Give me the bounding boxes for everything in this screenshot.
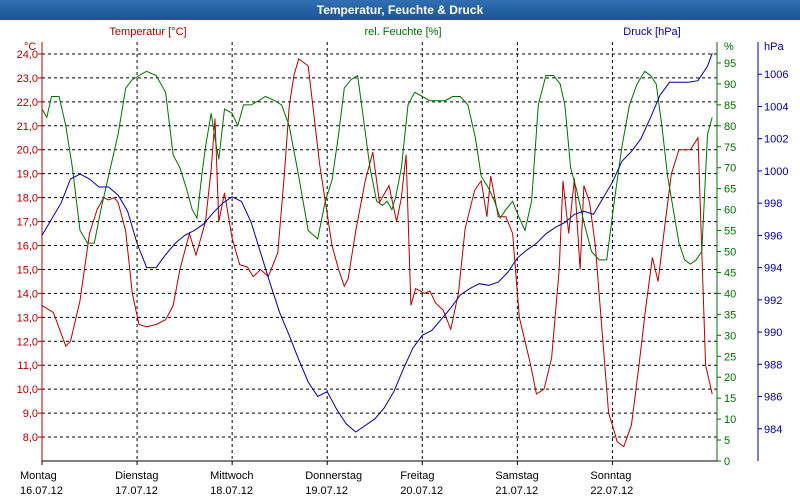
temperature-axis-label: Temperatur [°C] — [109, 26, 186, 38]
temperature-tick-label: 16,0 — [17, 241, 38, 253]
humidity-tick-label: 95 — [724, 58, 736, 70]
humidity-tick-label: 45 — [724, 267, 736, 279]
date-label: 20.07.12 — [400, 485, 443, 497]
pressure-tick-label: 1000 — [764, 166, 788, 178]
pressure-tick-label: 996 — [764, 230, 782, 242]
temperature-tick-label: 14,0 — [17, 288, 38, 300]
weekday-label: Samstag — [495, 470, 538, 482]
humidity-axis-label: rel. Feuchte [%] — [364, 26, 441, 38]
temperature-tick-label: 9,0 — [23, 408, 38, 420]
chart-title: Temperatur, Feuchte & Druck — [0, 0, 800, 20]
humidity-tick-label: 15 — [724, 393, 736, 405]
axes — [38, 42, 762, 465]
date-label: 19.07.12 — [305, 485, 348, 497]
humidity-tick-label: 50 — [724, 247, 736, 259]
humidity-tick-label: 0 — [724, 456, 730, 468]
humidity-unit: % — [724, 41, 734, 53]
humidity-tick-label: 80 — [724, 121, 736, 133]
series-lines — [41, 53, 713, 448]
temperature-tick-label: 19,0 — [17, 169, 38, 181]
humidity-tick-label: 70 — [724, 163, 736, 175]
humidity-tick-label: 20 — [724, 372, 736, 384]
weekday-label: Sonntag — [590, 470, 631, 482]
humidity-tick-label: 30 — [724, 330, 736, 342]
temperature-tick-label: 22,0 — [17, 97, 38, 109]
date-label: 21.07.12 — [495, 485, 538, 497]
date-label: 16.07.12 — [20, 485, 63, 497]
pressure-tick-label: 986 — [764, 392, 782, 404]
humidity-tick-label: 35 — [724, 309, 736, 321]
pressure-tick-label: 1002 — [764, 134, 788, 146]
temperature-tick-label: 11,0 — [17, 360, 38, 372]
humidity-tick-label: 40 — [724, 288, 736, 300]
humidity-tick-label: 85 — [724, 100, 736, 112]
temperature-unit: °C — [24, 41, 36, 53]
temperature-tick-label: 10,0 — [17, 384, 38, 396]
pressure-tick-label: 994 — [764, 263, 782, 275]
pressure-unit: hPa — [764, 41, 784, 53]
temperature-tick-label: 8,0 — [23, 432, 38, 444]
humidity-tick-label: 55 — [724, 226, 736, 238]
weekday-label: Freitag — [400, 470, 434, 482]
humidity-tick-label: 75 — [724, 142, 736, 154]
date-label: 22.07.12 — [590, 485, 633, 497]
temperature-tick-label: 24,0 — [17, 49, 38, 61]
pressure-tick-label: 984 — [764, 424, 782, 436]
temperature-tick-label: 18,0 — [17, 193, 38, 205]
humidity-tick-label: 5 — [724, 435, 730, 447]
pressure-tick-label: 990 — [764, 327, 782, 339]
humidity-line — [41, 70, 713, 265]
humidity-tick-label: 10 — [724, 414, 736, 426]
temperature-tick-label: 13,0 — [17, 312, 38, 324]
weekday-label: Dienstag — [115, 470, 158, 482]
humidity-tick-label: 60 — [724, 205, 736, 217]
date-label: 18.07.12 — [210, 485, 253, 497]
pressure-axis-label: Druck [hPa] — [623, 26, 680, 38]
tick-labels: 8,0 9,0 10,0 11,0 12,0 13,0 14,0 15,0 16,0 17,0 18… — [17, 49, 789, 497]
weekday-label: Mittwoch — [210, 470, 253, 482]
humidity-tick-label: 25 — [724, 351, 736, 363]
temperature-tick-label: 20,0 — [17, 145, 38, 157]
pressure-tick-label: 1004 — [764, 101, 788, 113]
pressure-tick-label: 998 — [764, 198, 782, 210]
temperature-tick-label: 23,0 — [17, 73, 38, 85]
temperature-line — [41, 57, 713, 448]
temperature-tick-label: 15,0 — [17, 264, 38, 276]
pressure-tick-label: 992 — [764, 295, 782, 307]
pressure-tick-label: 988 — [764, 359, 782, 371]
weekday-label: Donnerstag — [305, 470, 362, 482]
date-label: 17.07.12 — [115, 485, 158, 497]
humidity-tick-label: 90 — [724, 79, 736, 91]
pressure-line — [41, 53, 713, 433]
pressure-tick-label: 1006 — [764, 69, 788, 81]
grid — [42, 42, 717, 461]
temperature-tick-label: 17,0 — [17, 217, 38, 229]
temperature-tick-label: 21,0 — [17, 121, 38, 133]
axis-labels: Temperatur [°C] rel. Feuchte [%] Druck [… — [24, 26, 784, 53]
humidity-tick-label: 65 — [724, 184, 736, 196]
temperature-tick-label: 12,0 — [17, 336, 38, 348]
weekday-label: Montag — [20, 470, 57, 482]
